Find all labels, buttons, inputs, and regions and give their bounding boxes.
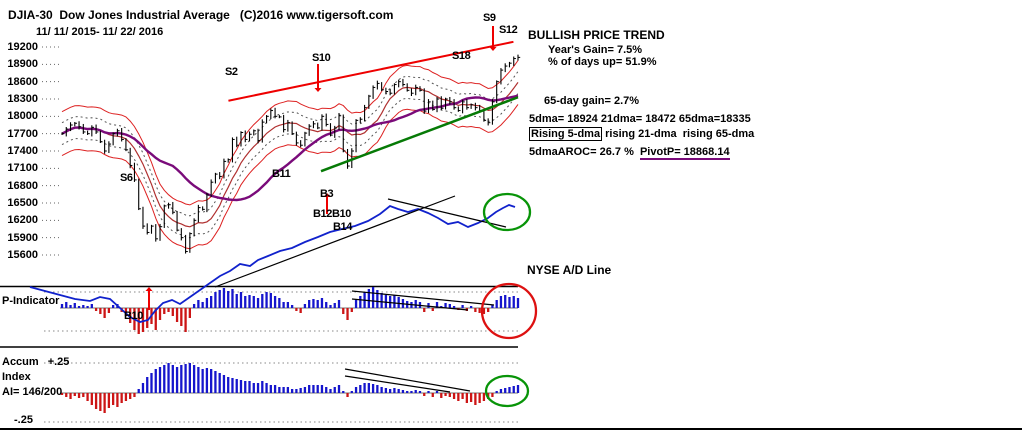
ad-trendline (214, 195, 456, 288)
years-gain: Year's Gain= 7.5% (548, 44, 643, 56)
arrow-head (314, 88, 322, 92)
nyse-ad-label: NYSE A/D Line (527, 263, 612, 277)
pindicator-layer (44, 287, 520, 334)
date-range: 11/ 11/ 2015- 11/ 22/ 2016 (36, 26, 164, 38)
signal-label-b14: B14 (333, 221, 352, 233)
indicator-trendline (351, 290, 495, 306)
indicator-trendline (351, 298, 469, 311)
y-axis-label: 19200 (7, 41, 38, 53)
upper-band-line (61, 60, 519, 206)
rising-5dma-boxed: Rising 5-dma (529, 127, 603, 141)
rising-dma-line: Rising 5-dma rising 21-dma rising 65-dma (529, 127, 755, 141)
rising-rest: rising 21-dma rising 65-dma (602, 128, 755, 140)
ma65-line (61, 94, 519, 202)
signal-label-s9: S9 (483, 12, 496, 24)
aroc-value: 5dmaAROC= 26.7 % (529, 146, 640, 158)
y-axis-label: 18600 (7, 75, 38, 88)
y-axis-label: 15900 (7, 231, 38, 244)
price-trendline-resistance (228, 40, 514, 102)
signal-label-s6: S6 (120, 172, 133, 184)
adline-layer (29, 195, 516, 323)
trend-status: BULLISH PRICE TREND (528, 28, 665, 42)
indicator-trendline (344, 368, 471, 392)
arrow-head (323, 193, 331, 197)
signal-label-b11: B11 (272, 168, 291, 180)
accum-layer (44, 362, 520, 423)
y-axis-label: 17700 (7, 127, 38, 140)
arrow-head (489, 47, 497, 51)
signal-label-s18: S18 (452, 50, 471, 62)
signal-label-b12b10: B12B10 (313, 208, 351, 220)
y-axis-label: 18900 (7, 58, 38, 71)
inner-lower-band-line (61, 93, 519, 239)
index-label: Index (2, 371, 31, 383)
dma-values: 5dma= 18924 21dma= 18472 65dma=18335 (529, 113, 751, 125)
price-layer (61, 54, 521, 254)
signal-arrow-up (323, 193, 331, 214)
signal-label-b3: B3 (320, 188, 334, 200)
chart-title: DJIA-30 Dow Jones Industrial Average (C)… (8, 8, 394, 22)
y-axis-label: 18000 (7, 110, 38, 123)
y-axis-label: 16800 (7, 179, 38, 192)
highlight-circle (484, 374, 530, 408)
highlight-circle (480, 282, 538, 340)
y-axis-label: 17100 (7, 162, 38, 175)
indicator-trendline (344, 375, 451, 393)
y-axis-label: 18300 (7, 93, 38, 105)
grid-layer (42, 46, 59, 256)
price-trendline-support (320, 96, 519, 173)
signal-arrow-down (314, 64, 322, 92)
signal-label-b10: B10 (124, 310, 143, 322)
signal-label-s12: S12 (499, 24, 518, 36)
gain-65d: 65-day gain= 2.7% (544, 95, 640, 107)
y-axis-label: 16500 (7, 197, 38, 209)
signal-arrow-down (489, 26, 497, 51)
highlight-circle (482, 192, 532, 232)
aroc-pivot-line: 5dmaAROC= 26.7 % PivotP= 18868.14 (529, 146, 730, 160)
annotation-layer (145, 26, 538, 408)
y-axis-label: 15600 (7, 249, 38, 261)
accum-label-row: Accum +.25 (2, 356, 69, 369)
y-axis-label: 16200 (7, 214, 38, 227)
lower-band-line (61, 104, 519, 250)
accum-label: Accum (2, 356, 39, 368)
pivot-value: PivotP= 18868.14 (639, 146, 730, 160)
arrow-head (145, 287, 153, 291)
days-up: % of days up= 51.9% (548, 56, 657, 68)
ad-line (29, 204, 516, 323)
accum-lower-level-label: -.25 (14, 414, 33, 426)
p-indicator-label: P-Indicator (2, 295, 60, 307)
signal-arrow-up (145, 287, 153, 310)
ai-value: AI= 146/200 (2, 386, 63, 398)
accum-upper-level-label: +.25 (47, 356, 70, 368)
ad-trendline (387, 198, 507, 228)
y-axis-label: 17400 (7, 145, 38, 157)
inner-upper-band-line (61, 71, 519, 217)
signal-label-s2: S2 (225, 66, 238, 78)
signal-label-s10: S10 (312, 52, 331, 64)
